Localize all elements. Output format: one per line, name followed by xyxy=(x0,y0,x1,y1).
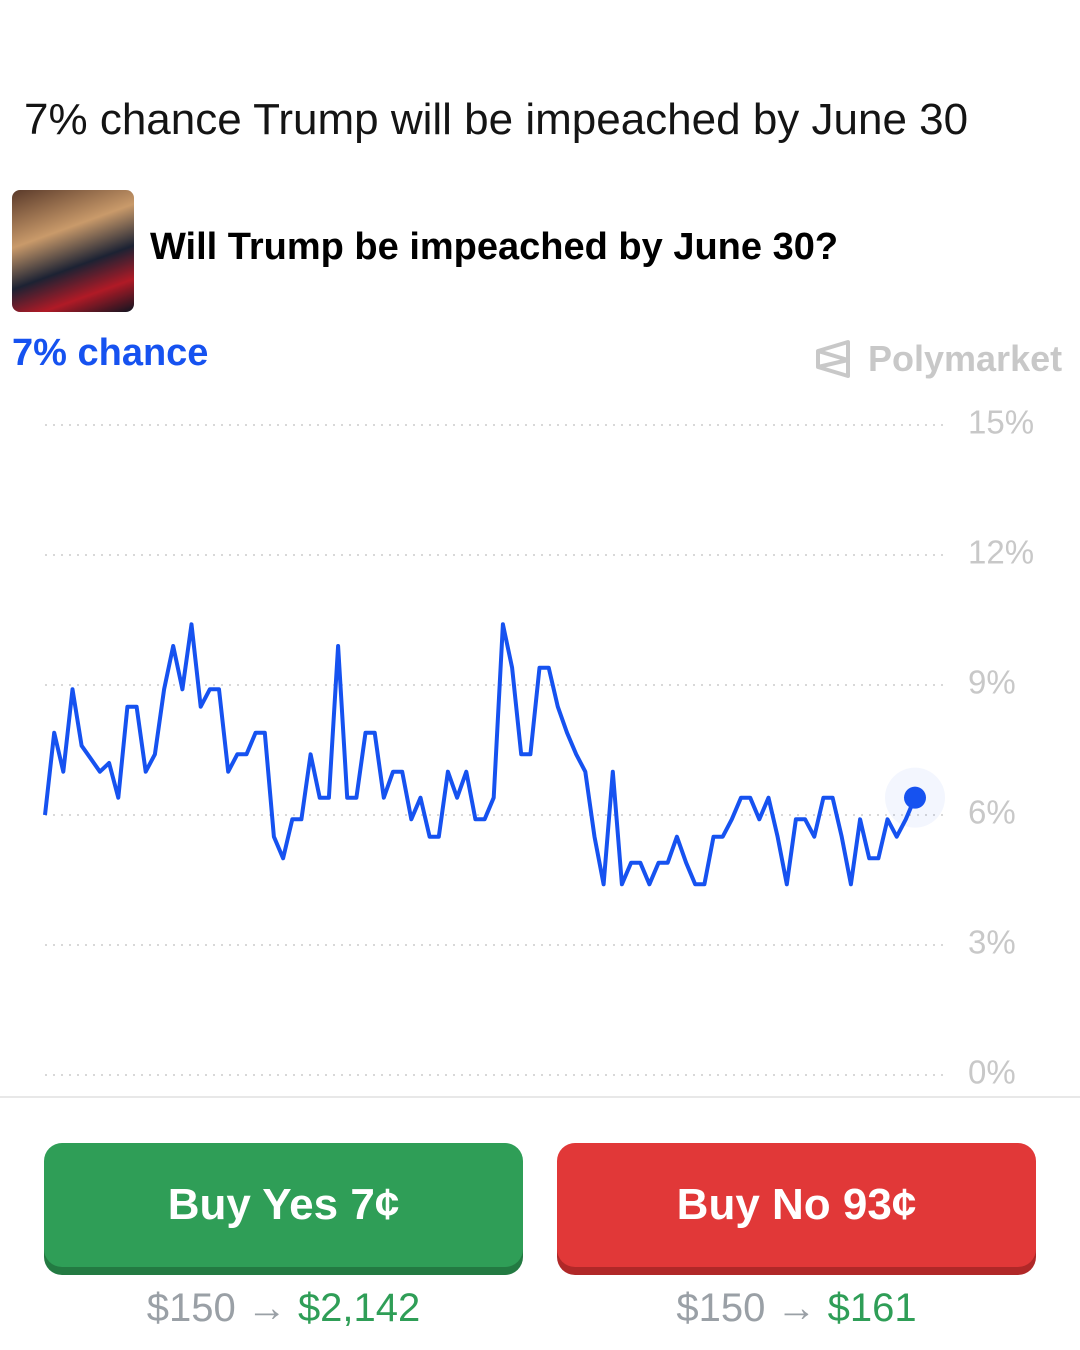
price-line xyxy=(43,622,917,887)
brand-logo xyxy=(816,340,850,378)
headline: 7% chance Trump will be impeached by Jun… xyxy=(24,95,969,144)
market-image xyxy=(12,190,134,312)
y-tick-label: 0% xyxy=(968,1054,1016,1091)
stake: $150 xyxy=(146,1286,236,1330)
brand: Polymarket xyxy=(814,338,1062,380)
y-tick-label: 15% xyxy=(968,404,1034,441)
buy-yes-button[interactable]: Buy Yes 7¢ xyxy=(44,1143,523,1267)
chart: 0% 3% 6% 9% 12% 15% xyxy=(43,404,1034,1091)
y-tick-label: 12% xyxy=(968,534,1034,571)
y-tick-label: 6% xyxy=(968,794,1016,831)
current-point xyxy=(904,786,926,809)
separator xyxy=(0,1096,1080,1098)
payout: $2,142 xyxy=(297,1286,421,1330)
no-payout: $150 → $161 xyxy=(676,1286,917,1330)
yes-payout: $150 → $2,142 xyxy=(146,1286,421,1330)
y-tick-label: 3% xyxy=(968,924,1016,961)
buy-no-button[interactable]: Buy No 93¢ xyxy=(557,1143,1036,1267)
brand-name: Polymarket xyxy=(868,338,1063,379)
market-title: Will Trump be impeached by June 30? xyxy=(150,226,839,268)
y-tick-label: 9% xyxy=(968,664,1016,701)
stake: $150 xyxy=(676,1286,766,1330)
payout: $161 xyxy=(827,1286,917,1330)
market-chance: 7% chance xyxy=(12,332,209,374)
